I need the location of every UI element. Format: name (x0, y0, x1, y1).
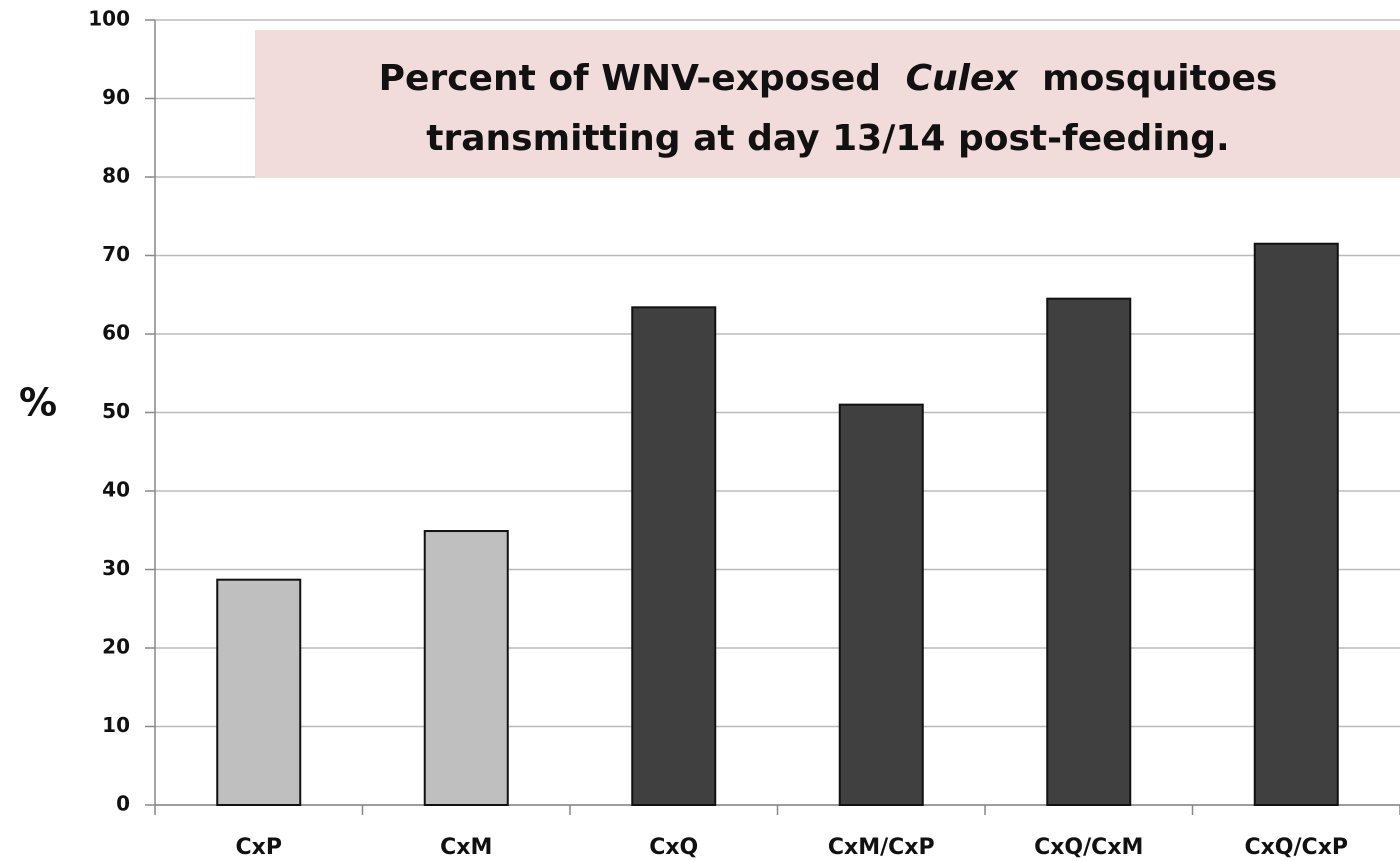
y-tick-label: 50 (102, 399, 130, 423)
bars (216, 242, 1339, 807)
y-tick-label: 70 (102, 242, 130, 266)
bar (631, 306, 717, 806)
title-part: Culex (906, 58, 1020, 99)
y-tick-label: 10 (102, 713, 130, 737)
chart-title: Percent of WNV-exposed Culex mosquitoes (379, 58, 1278, 99)
x-tick-label: CxQ/CxM (1034, 835, 1143, 860)
x-tick-label: CxP (236, 835, 282, 860)
bar (1046, 297, 1132, 806)
bar (216, 578, 302, 807)
title-box (255, 30, 1400, 178)
x-tick-label: CxM/CxP (828, 835, 935, 860)
y-tick-label: 80 (102, 164, 130, 188)
y-tick-label: 0 (116, 792, 130, 816)
x-tick-label: CxQ/CxP (1244, 835, 1348, 860)
chart-title: transmitting at day 13/14 post-feeding. (426, 118, 1229, 159)
y-tick-label: 90 (102, 85, 130, 109)
x-tick-label: CxQ (649, 835, 698, 860)
y-tick-label: 60 (102, 321, 130, 345)
bar (838, 403, 924, 806)
y-tick-label: 30 (102, 556, 130, 580)
y-tick-label: 40 (102, 478, 130, 502)
title-part: Percent of WNV-exposed (379, 58, 881, 99)
y-tick-label: 100 (88, 7, 130, 31)
bar (1253, 242, 1339, 807)
y-tick-label: 20 (102, 635, 130, 659)
x-tick-label: CxM (440, 835, 492, 860)
bar (423, 530, 509, 806)
y-axis-label: % (19, 381, 57, 425)
title-part: mosquitoes (1042, 58, 1277, 99)
